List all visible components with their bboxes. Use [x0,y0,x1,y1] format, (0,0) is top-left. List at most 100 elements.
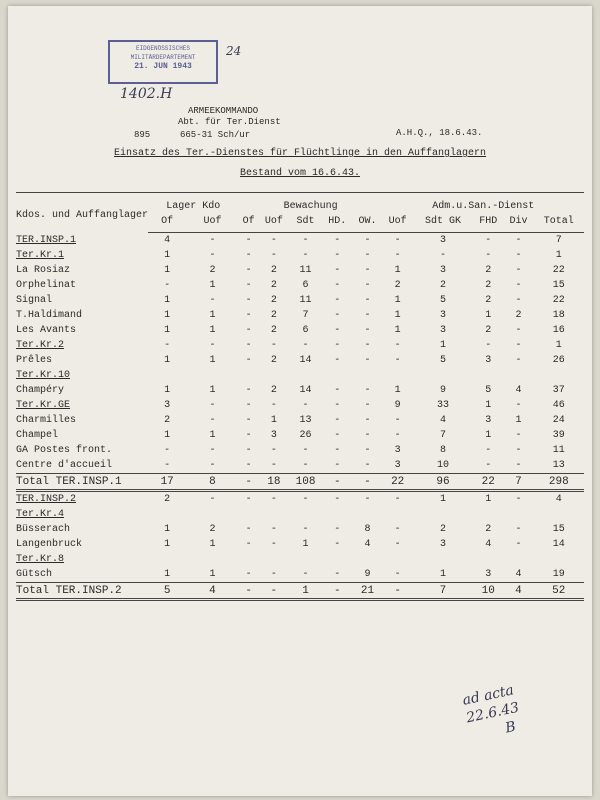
row-label: Total TER.INSP.1 [16,473,149,492]
cell: - [334,385,341,396]
group-heading-row: Ter.Kr.10 [16,368,584,383]
stamp-number: 1402.H [120,86,173,102]
cell: 33 [436,400,449,411]
data-row: GA Postes front. - - - - - - - 3 8 - - 11 [16,443,584,458]
stamp-date: 21. JUN 1943 [134,62,192,71]
cell: 16 [552,325,565,336]
cell: 2 [270,385,277,396]
row-label: T.Haldimand [16,310,83,321]
cell: 2 [270,310,277,321]
cell: 7 [412,582,474,601]
cell: - [515,539,522,550]
cell [289,552,322,567]
cell: 10 [473,582,504,601]
cell: - [245,325,252,336]
cell: - [322,582,353,601]
cell: - [245,524,252,535]
cell: - [334,400,341,411]
cell: - [515,235,522,246]
cell: - [394,235,401,246]
stamp-mark: 24 [226,44,242,58]
cell: 14 [299,385,312,396]
cell [383,368,413,383]
cell: - [515,340,522,351]
cell [259,552,289,567]
subtitle: Bestand vom 16.6.43. [239,168,361,179]
cell: 1 [394,265,401,276]
cell: - [334,569,341,580]
cell: 4 [503,582,534,601]
cell: 1 [209,539,216,550]
data-row: Les Avants 1 1 - 2 6 - - 1 3 2 - 16 [16,323,584,338]
cell: 2 [164,415,171,426]
cell: - [334,325,341,336]
cell: - [334,310,341,321]
cell: 2 [270,280,277,291]
cell [186,552,238,567]
cell: 1 [164,310,171,321]
cell: 15 [552,280,565,291]
cell: 5 [439,295,446,306]
row-label: TER.INSP.1 [16,234,77,246]
cell: - [209,400,216,411]
data-row: Charmilles 2 - - 1 13 - - - 4 3 1 24 [16,413,584,428]
data-row: Gütsch 1 1 - - - - 9 - 1 3 4 19 [16,567,584,583]
cell: - [485,460,492,471]
table-header: Kdos. und Auffanglager Lager Kdo Bewachung… [16,192,584,233]
cell: 1 [439,494,446,505]
cell: 3 [439,235,446,246]
cell: - [238,582,259,601]
cell: - [364,430,371,441]
cell: 18 [552,310,565,321]
cell [148,507,186,522]
cell [534,368,584,383]
cell: 2 [270,295,277,306]
group-heading-row: Ter.Kr.2 - - - - - - - - 1 - - 1 [16,338,584,353]
cell: 11 [552,445,565,456]
cell: - [238,473,259,492]
data-row: Centre d'accueil - - - - - - - 3 10 - - 13 [16,458,584,474]
cell: - [245,280,252,291]
cell [413,552,473,567]
cell: - [334,539,341,550]
cell: - [258,582,289,601]
cell: 3 [394,460,401,471]
cell: 14 [552,539,565,550]
cell: - [245,445,252,456]
cell: - [245,235,252,246]
cell: - [302,524,309,535]
cell [473,507,503,522]
cell: - [302,460,309,471]
cell: - [164,445,171,456]
cell: - [209,494,216,505]
cell: 1 [288,582,323,601]
cell: 1 [164,430,171,441]
cell: - [515,355,522,366]
cell: 4 [364,539,371,550]
cell: - [364,400,371,411]
cell: 1 [164,265,171,276]
cell: 1 [485,310,492,321]
cell: - [334,235,341,246]
cell: 8 [186,473,239,492]
row-label: Ter.Kr.1 [16,250,65,261]
cell: 2 [394,280,401,291]
cell: - [245,250,252,261]
cell: 22 [473,473,504,492]
cell: - [485,340,492,351]
header-column: Total [533,214,584,233]
cell: - [270,494,277,505]
cell: - [515,445,522,456]
cell: - [364,385,371,396]
cell: 4 [439,415,446,426]
cell: 1 [164,325,171,336]
cell: 1 [555,340,562,351]
cell: 1 [270,415,277,426]
cell: - [515,430,522,441]
place-date: A.H.Q., 18.6.43. [396,128,483,138]
cell: - [270,235,277,246]
data-row: T.Haldimand 1 1 - 2 7 - - 1 3 1 2 18 [16,308,584,323]
cell: - [364,340,371,351]
cell [352,507,382,522]
cell: - [209,235,216,246]
